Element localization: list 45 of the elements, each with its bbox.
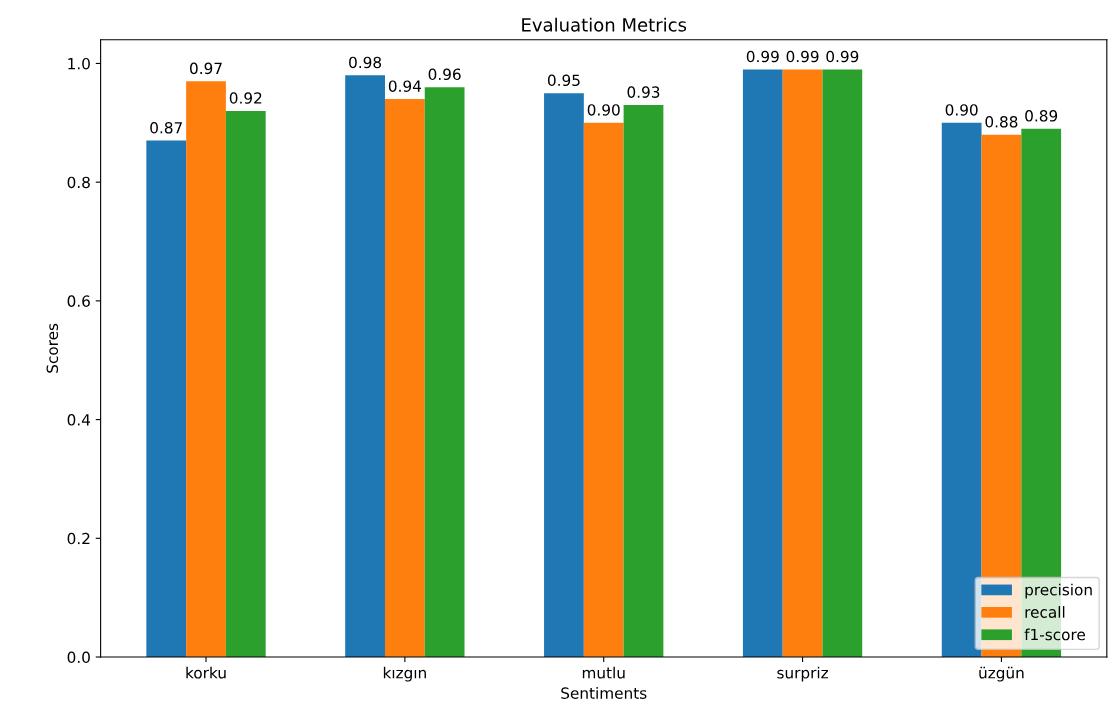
y-tick-label: 0.2 [67, 532, 90, 545]
x-tick-label: korku [186, 666, 226, 679]
data-label: 0.97 [190, 62, 222, 75]
data-label: 0.99 [746, 50, 779, 63]
legend-label: precision [1025, 583, 1092, 599]
data-label: 0.96 [428, 68, 461, 81]
data-label: 0.99 [786, 50, 819, 63]
x-tick-label: kızgın [383, 666, 426, 682]
data-label: 0.90 [945, 104, 978, 116]
data-label: 0.93 [627, 86, 660, 98]
x-axis-title: Sentiments [561, 687, 647, 699]
y-tick-label: 0.8 [67, 176, 90, 189]
bar [822, 69, 863, 658]
bar [146, 140, 187, 658]
bar [225, 110, 266, 658]
bar [424, 87, 465, 658]
legend-label: f1-score [1024, 628, 1085, 641]
data-label: 0.95 [547, 74, 580, 86]
bar [544, 93, 584, 658]
bar [623, 105, 664, 658]
chart-title: Evaluation Metrics [522, 17, 687, 32]
data-label: 0.99 [826, 50, 859, 63]
data-label: 0.98 [349, 56, 382, 69]
data-label: 0.90 [587, 104, 620, 116]
x-tick-label: surpriz [777, 666, 828, 682]
legend-label: recall [1025, 606, 1065, 618]
data-label: 0.87 [150, 121, 182, 134]
y-axis-title: Scores [46, 323, 59, 373]
data-label: 0.89 [1025, 110, 1058, 122]
bar [583, 122, 624, 658]
bar [941, 122, 982, 658]
data-label: 0.94 [388, 80, 422, 92]
bar [345, 75, 385, 658]
bar [782, 69, 823, 658]
x-tick-label: mutlu [582, 666, 625, 679]
data-label: 0.92 [229, 92, 262, 104]
bar [186, 81, 226, 658]
data-label: 0.88 [985, 116, 1018, 128]
y-tick-label: 1.0 [68, 57, 90, 70]
y-tick-label: 0.6 [67, 295, 90, 307]
x-tick-label: üzgün [979, 666, 1024, 682]
bar [384, 99, 425, 658]
bar [742, 69, 783, 658]
y-tick-label: 0.0 [67, 651, 90, 664]
y-tick-label: 0.4 [67, 414, 91, 426]
